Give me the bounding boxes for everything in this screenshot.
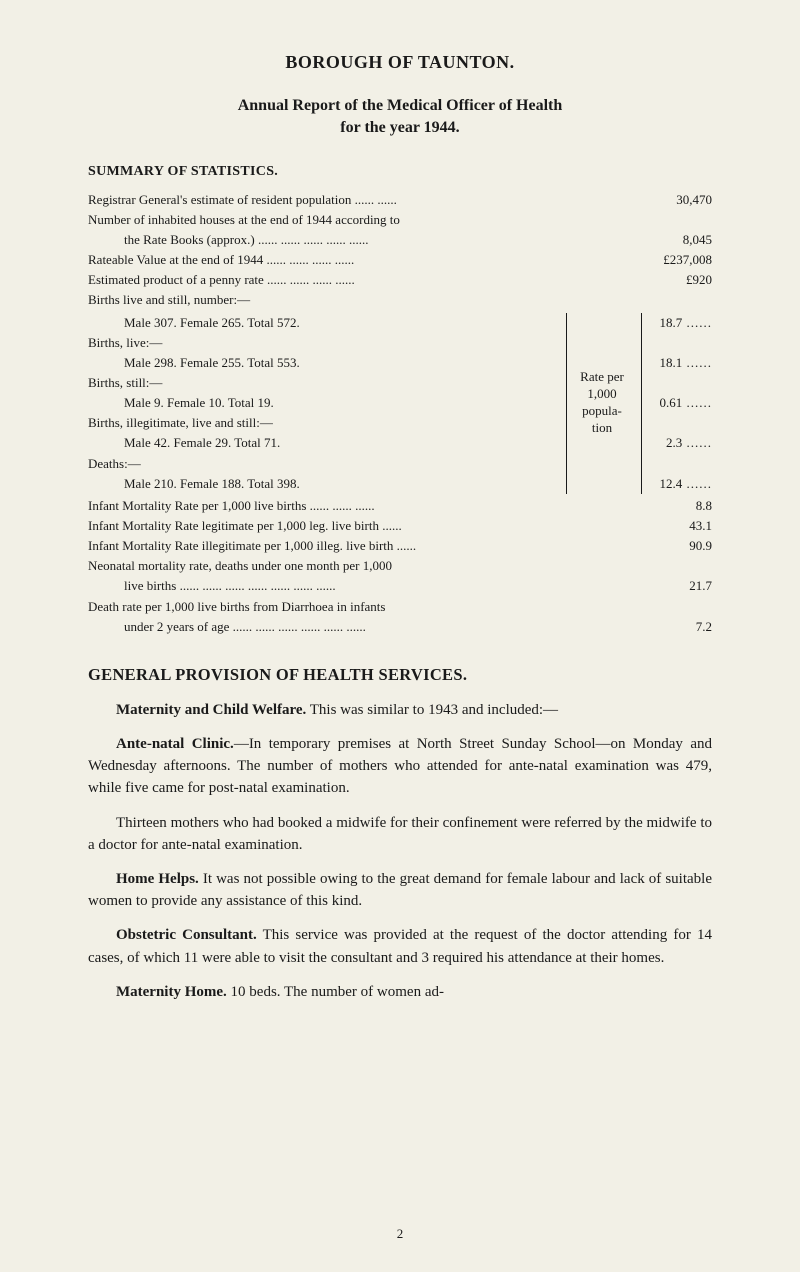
paragraph-text: Thirteen mothers who had booked a midwif… xyxy=(88,815,712,853)
paragraph: Obstetric Consultant. This service was p… xyxy=(88,924,712,968)
paragraph: Thirteen mothers who had booked a midwif… xyxy=(88,812,712,856)
stat-row: Number of inhabited houses at the end of… xyxy=(88,210,712,230)
stat-row: Neonatal mortality rate, deaths under on… xyxy=(88,556,712,576)
paragraph-text: 10 beds. The number of women ad- xyxy=(227,984,444,1000)
stat-label: Neonatal mortality rate, deaths under on… xyxy=(88,556,712,576)
stat-row: the Rate Books (approx.) ...... ...... .… xyxy=(88,230,712,250)
paragraph-lead: Obstetric Consultant. xyxy=(116,927,257,943)
stat-label: Infant Mortality Rate illegitimate per 1… xyxy=(88,536,642,556)
stat-label: Births live and still, number:— xyxy=(88,290,712,310)
page-number: 2 xyxy=(397,1226,404,1242)
subtitle-line-1: Annual Report of the Medical Officer of … xyxy=(238,97,563,114)
stat-label: Infant Mortality Rate legitimate per 1,0… xyxy=(88,516,642,536)
stat-label: the Rate Books (approx.) ...... ...... .… xyxy=(88,230,642,250)
births-line: Male 210. Female 188. Total 398. xyxy=(88,474,566,494)
report-subtitle: Annual Report of the Medical Officer of … xyxy=(88,95,712,140)
stat-row: under 2 years of age ...... ...... .....… xyxy=(88,617,712,637)
stat-row: Infant Mortality Rate per 1,000 live bir… xyxy=(88,496,712,516)
stat-value: 8.8 xyxy=(642,496,712,516)
stat-value: 30,470 xyxy=(642,190,712,210)
births-heading: Births, illegitimate, live and still:— xyxy=(88,413,566,433)
rate-text: popula- xyxy=(582,403,622,420)
stat-row: Births live and still, number:— xyxy=(88,290,712,310)
births-line: Male 307. Female 265. Total 572. xyxy=(88,313,566,333)
stat-label: Rateable Value at the end of 1944 ......… xyxy=(88,250,642,270)
births-line: Male 9. Female 10. Total 19. xyxy=(88,393,566,413)
stat-row: Infant Mortality Rate illegitimate per 1… xyxy=(88,536,712,556)
stat-value: 7.2 xyxy=(642,617,712,637)
rate-value: 12.4 xyxy=(650,474,712,494)
stat-label: Death rate per 1,000 live births from Di… xyxy=(88,597,712,617)
rate-value: 18.7 xyxy=(650,313,712,333)
rate-text: tion xyxy=(592,420,612,437)
statistics-block: Registrar General's estimate of resident… xyxy=(88,190,712,637)
paragraph: Maternity Home. 10 beds. The number of w… xyxy=(88,981,712,1003)
paragraph-lead: Home Helps. xyxy=(116,871,199,887)
paragraph-lead: Maternity Home. xyxy=(116,984,227,1000)
births-block: Male 307. Female 265. Total 572. Births,… xyxy=(88,313,712,494)
section-heading: GENERAL PROVISION OF HEALTH SERVICES. xyxy=(88,665,712,685)
stat-label: Infant Mortality Rate per 1,000 live bir… xyxy=(88,496,642,516)
stat-value: 90.9 xyxy=(642,536,712,556)
stat-row: Registrar General's estimate of resident… xyxy=(88,190,712,210)
stat-value: £237,008 xyxy=(642,250,712,270)
paragraph-text: This was similar to 1943 and included:— xyxy=(306,702,558,718)
stat-row: Infant Mortality Rate legitimate per 1,0… xyxy=(88,516,712,536)
subtitle-line-2: for the year 1944. xyxy=(340,119,459,136)
stat-value: 43.1 xyxy=(642,516,712,536)
stat-value: 21.7 xyxy=(642,576,712,596)
paragraph: Ante-natal Clinic.—In temporary premises… xyxy=(88,733,712,800)
rate-text: Rate per xyxy=(580,369,624,386)
rate-values: 18.7 18.1 0.61 2.3 12.4 xyxy=(642,313,712,494)
stat-label: Number of inhabited houses at the end of… xyxy=(88,210,712,230)
births-heading: Deaths:— xyxy=(88,454,566,474)
births-heading: Births, still:— xyxy=(88,373,566,393)
births-line: Male 298. Female 255. Total 553. xyxy=(88,353,566,373)
main-title: BOROUGH OF TAUNTON. xyxy=(88,52,712,73)
rate-brace-label: Rate per 1,000 popula- tion xyxy=(566,313,642,494)
rate-value: 0.61 xyxy=(650,393,712,413)
paragraph-lead: Maternity and Child Welfare. xyxy=(116,702,306,718)
stat-label: Registrar General's estimate of resident… xyxy=(88,190,642,210)
paragraph-lead: Ante-natal Clinic. xyxy=(116,736,234,752)
rate-value: 2.3 xyxy=(650,433,712,453)
stats-heading: SUMMARY OF STATISTICS. xyxy=(88,164,712,180)
births-heading: Births, live:— xyxy=(88,333,566,353)
births-left: Male 307. Female 265. Total 572. Births,… xyxy=(88,313,566,494)
stat-label: under 2 years of age ...... ...... .....… xyxy=(88,617,642,637)
paragraph: Home Helps. It was not possible owing to… xyxy=(88,868,712,912)
rate-value: 18.1 xyxy=(650,353,712,373)
stat-label: live births ...... ...... ...... ...... … xyxy=(88,576,642,596)
stat-value: 8,045 xyxy=(642,230,712,250)
stat-row: live births ...... ...... ...... ...... … xyxy=(88,576,712,596)
paragraph: Maternity and Child Welfare. This was si… xyxy=(88,699,712,721)
births-line: Male 42. Female 29. Total 71. xyxy=(88,433,566,453)
stat-row: Estimated product of a penny rate ......… xyxy=(88,270,712,290)
stat-label: Estimated product of a penny rate ......… xyxy=(88,270,642,290)
stat-value: £920 xyxy=(642,270,712,290)
rate-text: 1,000 xyxy=(587,386,616,403)
stat-row: Rateable Value at the end of 1944 ......… xyxy=(88,250,712,270)
stat-row: Death rate per 1,000 live births from Di… xyxy=(88,597,712,617)
